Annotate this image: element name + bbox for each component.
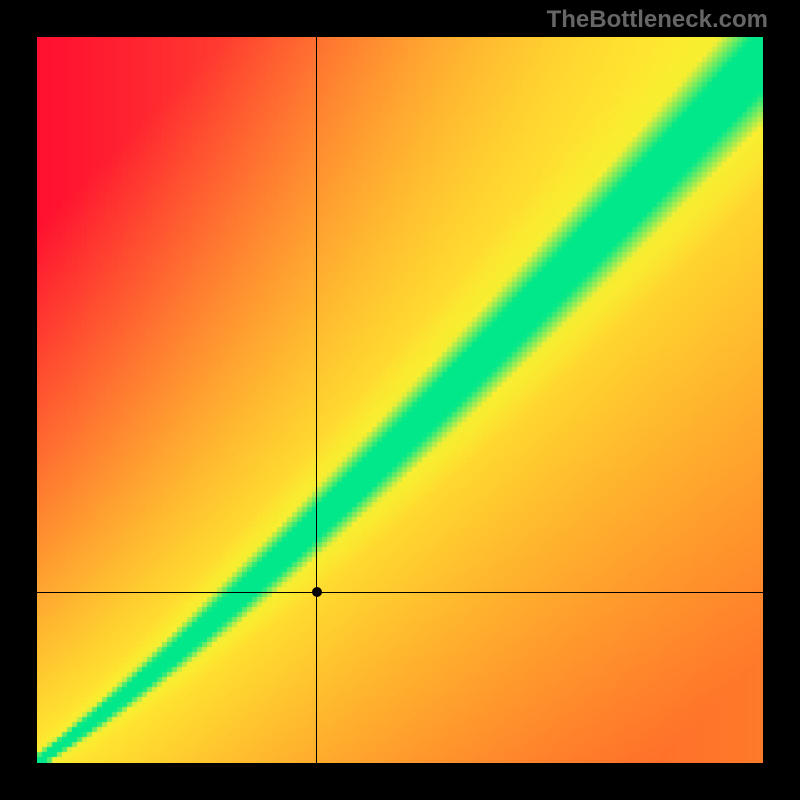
crosshair-vertical (316, 37, 317, 763)
heatmap-canvas (37, 37, 763, 763)
crosshair-marker-dot (312, 587, 322, 597)
watermark-text: TheBottleneck.com (547, 6, 768, 34)
crosshair-horizontal (37, 592, 763, 593)
